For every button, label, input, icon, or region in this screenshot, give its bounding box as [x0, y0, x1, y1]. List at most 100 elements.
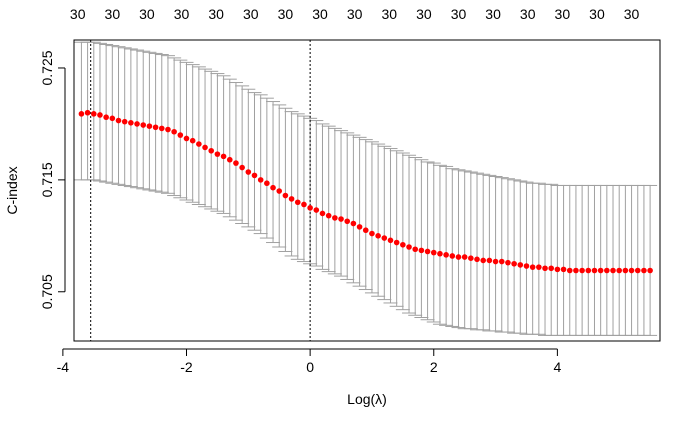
mean-point: [468, 255, 474, 261]
mean-point: [585, 267, 592, 274]
top-count-label: 30: [139, 6, 155, 22]
mean-point: [165, 126, 171, 133]
mean-point: [301, 201, 307, 208]
mean-point: [418, 247, 425, 254]
top-labels-group: 30 30 30 30 30 30 30 30 30 30 30 30 30 30 30 30 30: [70, 6, 640, 22]
mean-point: [84, 109, 91, 116]
mean-point: [387, 237, 394, 244]
mean-point: [412, 246, 419, 253]
mean-point: [406, 244, 412, 250]
mean-point: [226, 156, 233, 163]
y-axis-title: C-index: [4, 166, 20, 214]
mean-point: [103, 114, 109, 121]
top-count-label: 30: [208, 6, 224, 22]
mean-point: [498, 258, 505, 265]
mean-point: [529, 264, 536, 270]
mean-point: [196, 141, 202, 147]
mean-point: [276, 188, 283, 194]
mean-point: [288, 196, 295, 202]
mean-point: [325, 212, 332, 219]
mean-point: [257, 177, 264, 183]
mean-point: [177, 132, 184, 138]
mean-point: [121, 118, 128, 125]
mean-point: [424, 248, 431, 255]
mean-point: [369, 230, 375, 237]
top-count-label: 30: [105, 6, 121, 22]
mean-point: [220, 153, 227, 160]
mean-point: [554, 266, 561, 273]
mean-point: [332, 215, 338, 221]
mean-point: [381, 235, 388, 241]
mean-point: [251, 172, 258, 179]
mean-point: [158, 125, 165, 132]
x-tick-label: 0: [306, 359, 314, 375]
mean-point: [604, 267, 610, 274]
top-count-label: 30: [243, 6, 259, 22]
mean-point: [152, 124, 159, 131]
top-count-label: 30: [485, 6, 501, 22]
mean-point: [548, 265, 555, 272]
mean-point: [270, 184, 276, 191]
mean-point: [264, 180, 270, 187]
mean-point: [307, 205, 313, 211]
mean-point: [375, 233, 381, 239]
mean-point: [239, 164, 245, 171]
error-bars-group: [74, 41, 658, 336]
mean-point: [233, 160, 239, 166]
mean-point: [449, 253, 456, 259]
x-tick-label: 2: [430, 359, 438, 375]
mean-point: [443, 252, 449, 258]
mean-point: [492, 258, 499, 265]
top-count-label: 30: [312, 6, 328, 22]
mean-point: [517, 262, 524, 268]
mean-point: [362, 227, 369, 234]
top-count-label: 30: [624, 6, 640, 22]
top-count-label: 30: [381, 6, 397, 22]
mean-point: [647, 267, 653, 274]
mean-point: [628, 267, 635, 274]
mean-point: [430, 249, 437, 256]
mean-point: [214, 151, 221, 157]
mean-point: [573, 267, 579, 274]
x-axis-title: Log(λ): [347, 391, 387, 407]
mean-point: [134, 121, 140, 127]
mean-point: [400, 241, 406, 248]
mean-point: [356, 224, 363, 230]
mean-point: [560, 266, 567, 273]
mean-point: [480, 257, 487, 264]
mean-point: [313, 207, 320, 213]
mean-point: [542, 265, 548, 272]
x-tick-label: 4: [553, 359, 561, 375]
mean-point: [189, 137, 196, 144]
mean-point: [437, 250, 443, 257]
mean-point: [344, 218, 351, 225]
mean-point: [486, 257, 493, 264]
mean-point: [202, 144, 208, 151]
mean-point: [505, 259, 511, 266]
top-count-label: 30: [70, 6, 86, 22]
top-count-label: 30: [278, 6, 294, 22]
mean-point: [616, 267, 623, 274]
plot-frame: [73, 39, 661, 342]
x-tick-label: -2: [180, 359, 193, 375]
mean-point: [146, 123, 153, 129]
mean-point: [338, 216, 344, 222]
mean-point: [90, 111, 97, 117]
y-tick-label: 0.715: [39, 162, 55, 197]
mean-point: [183, 135, 190, 142]
mean-point: [319, 210, 326, 217]
top-count-label: 30: [174, 6, 190, 22]
mean-point: [474, 256, 480, 263]
top-count-label: 30: [416, 6, 432, 22]
top-count-label: 30: [451, 6, 467, 22]
x-axis: -4 -2 0 2 4: [57, 348, 561, 375]
mean-point: [128, 120, 134, 126]
mean-point: [109, 115, 116, 122]
mean-point: [140, 122, 147, 128]
mean-point: [634, 267, 641, 274]
mean-point: [282, 192, 289, 199]
top-count-label: 30: [589, 6, 605, 22]
y-axis: 0.705 0.715 0.725: [39, 50, 66, 309]
